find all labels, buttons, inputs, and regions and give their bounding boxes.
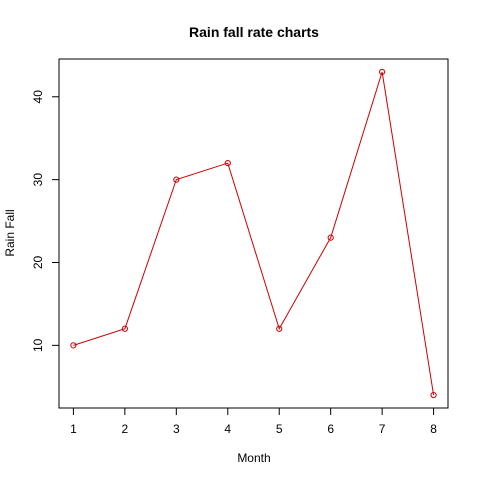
- data-point-8: [430, 391, 437, 399]
- x-tick-label: 2: [122, 422, 129, 436]
- y-axis-label: Rain Fall: [3, 209, 17, 256]
- x-tick-label: 7: [379, 422, 386, 436]
- y-tick-label: 40: [31, 90, 45, 104]
- x-tick-label: 8: [430, 422, 437, 436]
- x-axis: 1 2 3 4 5 6 7 8: [70, 407, 437, 436]
- x-tick-label: 3: [173, 422, 180, 436]
- x-axis-label: Month: [237, 451, 270, 465]
- x-tick-label: 1: [70, 422, 77, 436]
- x-tick-label: 4: [224, 422, 231, 436]
- x-tick-label: 6: [327, 422, 334, 436]
- data-points: [70, 68, 437, 399]
- plot-frame: [58, 58, 449, 409]
- data-point-4: [224, 159, 231, 167]
- x-tick-label: 5: [276, 422, 283, 436]
- chart-title: Rain fall rate charts: [189, 24, 319, 40]
- series-line: [73, 71, 435, 396]
- data-point-2: [121, 325, 128, 332]
- y-tick-label: 30: [31, 173, 45, 187]
- y-tick-label: 10: [31, 338, 45, 352]
- y-axis: 10 20 30 40: [31, 90, 60, 352]
- data-point-3: [173, 176, 180, 183]
- data-point-1: [70, 342, 77, 349]
- data-point-7: [379, 68, 386, 76]
- y-tick-label: 20: [31, 256, 45, 270]
- data-point-6: [327, 234, 334, 241]
- data-point-5: [276, 325, 283, 332]
